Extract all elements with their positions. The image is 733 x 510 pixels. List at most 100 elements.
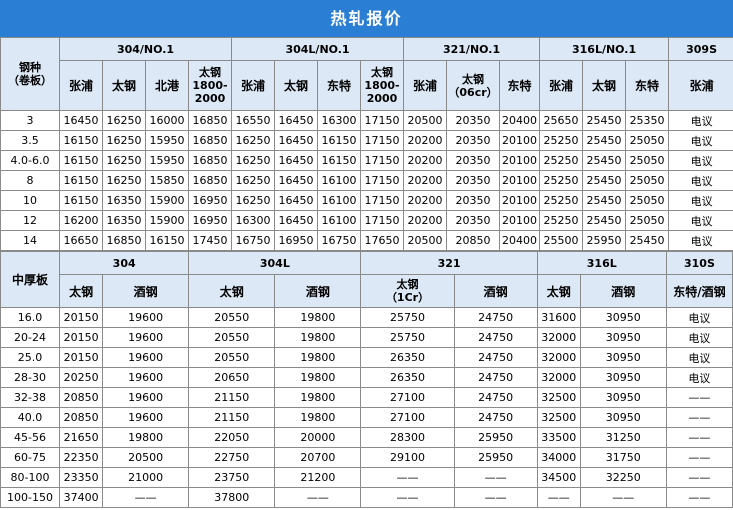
price-cell: 电议 [668,150,733,171]
price-cell: 20200 [403,210,448,231]
price-cell: 25250 [539,190,584,211]
price-cell: 26350 [360,347,455,368]
price-cell: 20850 [59,387,104,408]
price-cell: 20500 [403,230,448,251]
price-cell: 20850 [59,407,104,428]
plate-spec-cell: 20-24 [0,327,61,348]
price-cell: 20350 [446,130,501,151]
mill-header: 北港 [145,60,189,111]
price-cell: 17150 [360,110,405,131]
price-cell: 20550 [188,327,276,348]
price-cell: 19800 [274,327,362,348]
price-cell: 19800 [274,307,362,328]
mill-header: 太钢 [582,60,627,111]
group-header: 316L [536,251,667,275]
plate-spec-cell: 45-56 [0,427,61,448]
price-cell: 25450 [625,230,670,251]
mill-header: 太钢 [536,274,581,308]
price-cell: 16850 [187,110,233,131]
price-cell: 22050 [188,427,276,448]
price-cell: 31600 [536,307,581,328]
price-cell: 20250 [59,367,104,388]
price-cell: —— [453,467,538,488]
price-cell: —— [665,427,733,448]
price-cell: —— [665,387,733,408]
table-row: 45-56 21650 19800 22050 20000 28300 25950 33500… [0,427,733,448]
price-cell: 电议 [668,230,733,251]
price-cell: 16850 [187,150,233,171]
price-cell: 19600 [102,387,190,408]
price-cell: 21650 [59,427,104,448]
plate-spec-cell: 80-100 [0,467,61,488]
price-cell: 32000 [536,347,581,368]
mill-header: 酒钢 [274,274,362,308]
mill-header: 太钢 [188,274,276,308]
price-cell: 23350 [59,467,104,488]
price-cell: 16450 [274,190,319,211]
table-row: 3.5 16150 16250 15950 16850 16250 16450 16150 17… [0,130,733,151]
group-header: 316L/NO.1 [539,37,670,61]
price-cell: 20400 [499,110,541,131]
price-cell: 19800 [274,387,362,408]
price-cell: 25950 [453,427,538,448]
price-cell: 25450 [582,170,627,191]
price-cell: 20100 [499,150,541,171]
price-cell: —— [665,447,733,468]
price-cell: 16850 [187,170,233,191]
price-cell: 32000 [536,367,581,388]
price-cell: 15950 [145,130,189,151]
price-cell: 30950 [579,407,667,428]
plate-group-header-row: 中厚板 304 304L 321 316L 310S [0,251,733,308]
price-cell: 33500 [536,427,581,448]
table-row: 32-38 20850 19600 21150 19800 27100 24750 32500… [0,387,733,408]
price-cell: 25250 [539,170,584,191]
price-cell: 25450 [582,150,627,171]
price-cell: 30950 [579,347,667,368]
price-cell: 16150 [317,150,362,171]
price-cell: 电议 [665,327,733,348]
price-cell: 19600 [102,407,190,428]
price-cell: 21150 [188,387,276,408]
price-cell: 16150 [59,170,103,191]
table-row: 14 16650 16850 16150 17450 16750 16950 16750 176… [0,230,733,251]
price-cell: 27100 [360,407,455,428]
mill-header: 酒钢 [453,274,538,308]
mill-header: 酒钢 [579,274,667,308]
page-title: 热轧报价 [0,0,733,37]
price-cell: 19800 [102,427,190,448]
plate-spec-cell: 25.0 [0,347,61,368]
coil-group-header-row: 钢种 （卷板） 304/NO.1 304L/NO.1 321/NO.1 316L… [0,37,733,111]
price-cell: 20550 [188,347,276,368]
table-row: 12 16200 16350 15900 16950 16300 16450 16100 171… [0,210,733,231]
price-cell: 16100 [317,190,362,211]
group-header: 310S [665,251,733,275]
price-cell: 16950 [187,190,233,211]
price-cell: 32000 [536,327,581,348]
price-cell: 24750 [453,367,538,388]
price-cell: 20500 [403,110,448,131]
price-cell: 30950 [579,327,667,348]
price-cell: 24750 [453,327,538,348]
price-cell: 15850 [145,170,189,191]
group-header: 304L/NO.1 [231,37,405,61]
price-cell: —— [536,487,581,508]
price-cell: 20350 [446,150,501,171]
price-cell: —— [102,487,190,508]
price-cell: 20200 [403,170,448,191]
price-cell: 16150 [59,150,103,171]
price-cell: 16250 [102,110,146,131]
price-cell: 16450 [274,150,319,171]
table-row: 20-24 20150 19600 20550 19800 25750 24750 32000… [0,327,733,348]
mill-header: 太钢 [274,60,319,111]
price-cell: 20650 [188,367,276,388]
price-cell: 电议 [665,367,733,388]
coil-spec-cell: 14 [0,230,60,251]
mill-header: 东特 [499,60,541,111]
price-cell: 17150 [360,130,405,151]
group-header: 321/NO.1 [403,37,541,61]
group-header: 304L [188,251,362,275]
mill-header: 张浦 [668,60,733,111]
price-cell: 25450 [582,110,627,131]
price-cell: 25650 [539,110,584,131]
price-cell: 17150 [360,210,405,231]
